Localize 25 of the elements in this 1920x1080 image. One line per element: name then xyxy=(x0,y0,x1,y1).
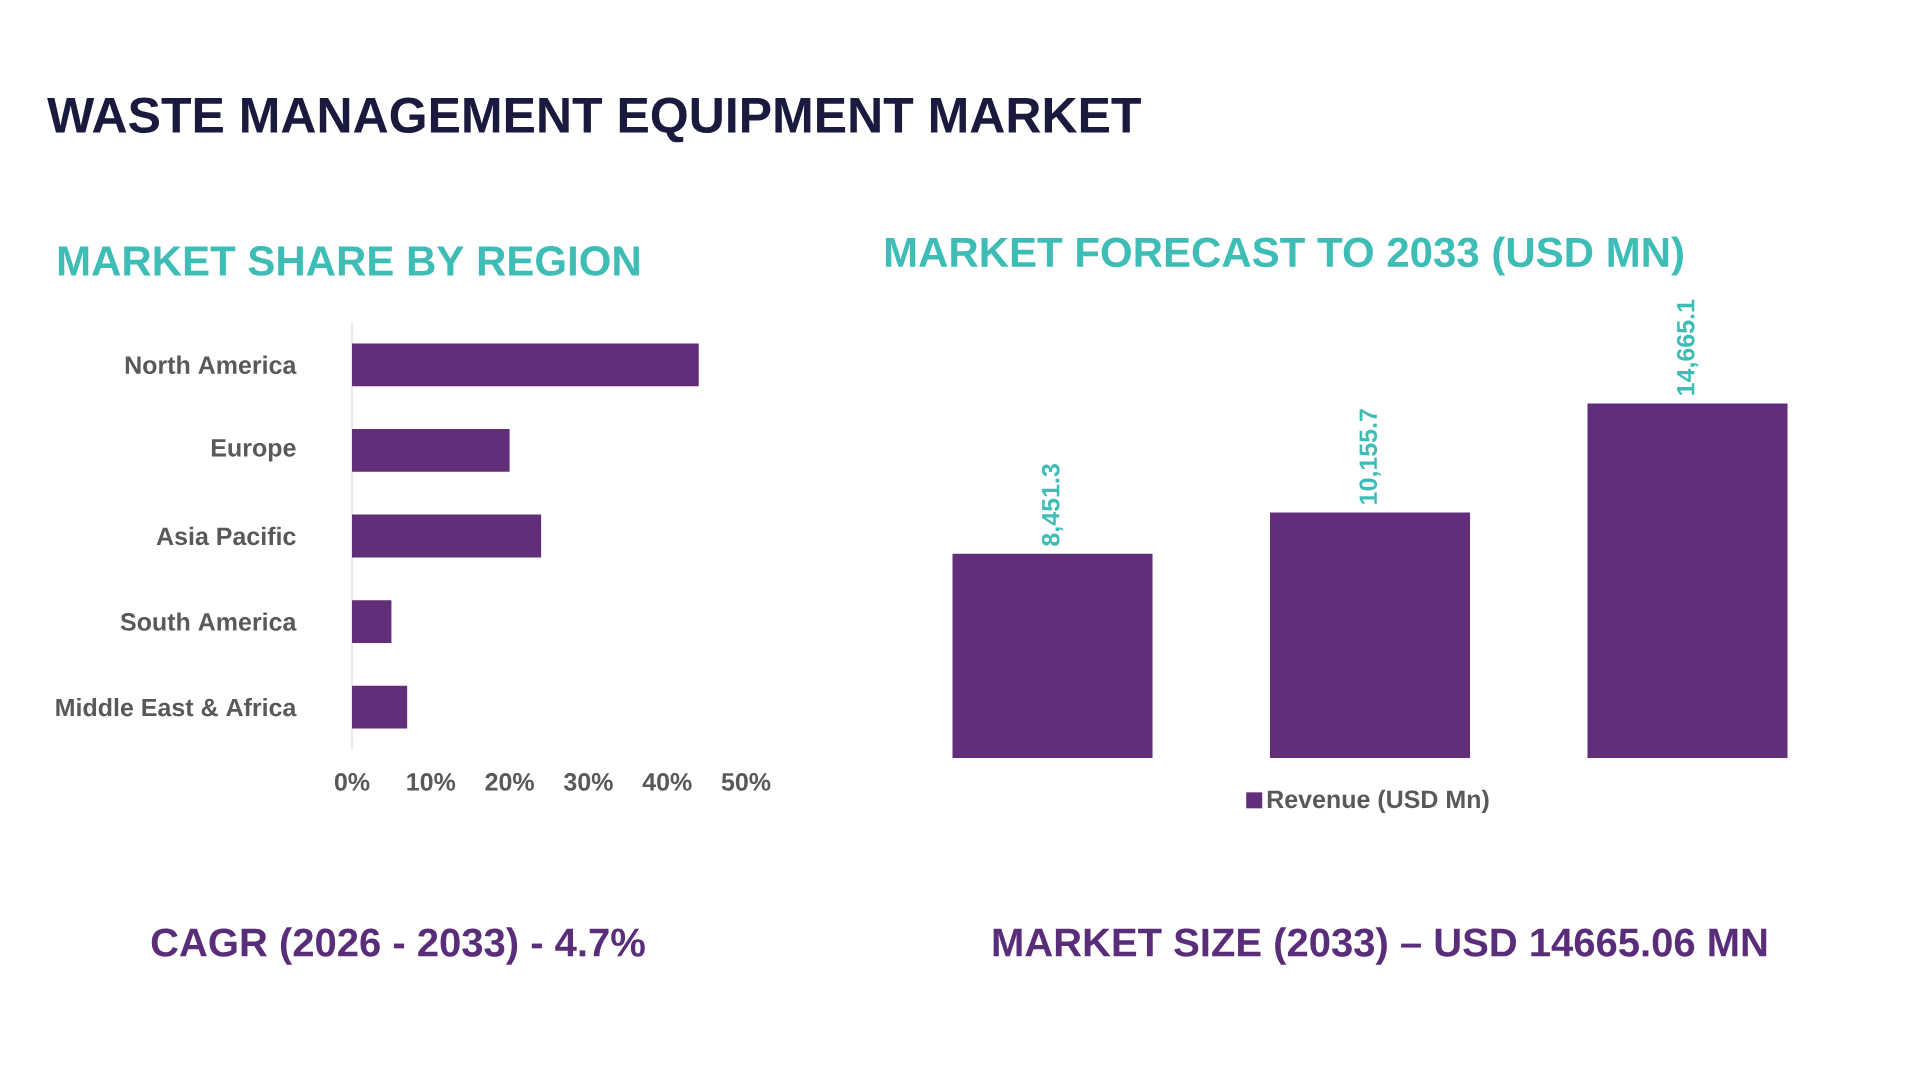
x-tick-label: 40% xyxy=(642,773,692,791)
x-tick-label: 20% xyxy=(485,773,534,791)
legend-label: Revenue (USD Mn) xyxy=(1267,789,1489,814)
chart-title: MARKET FORECAST TO 2033 (USD MN) xyxy=(885,236,1683,276)
data-label: 8,451.3 xyxy=(1041,464,1064,546)
y-tick-label: Asia Pacific xyxy=(156,526,296,546)
chart-title: MARKET SHARE BY REGION xyxy=(58,246,639,276)
x-tick-label: 30% xyxy=(563,773,613,791)
bar xyxy=(352,514,542,558)
y-tick-label: Europe xyxy=(211,439,296,462)
x-tick-label: 50% xyxy=(721,773,771,791)
text: CAGR (2026 - 2033) - 4.7% xyxy=(151,927,645,965)
y-tick-label: Middle East & Africa xyxy=(56,697,297,717)
bar xyxy=(352,343,699,387)
data-label: 14,665.1 xyxy=(1676,299,1699,395)
bar xyxy=(352,600,392,643)
bar xyxy=(352,428,510,472)
text: MARKET SIZE (2033) – USD 14665.06 MN xyxy=(993,927,1767,965)
y-tick-label: South America xyxy=(120,612,297,631)
x-tick-label: 10% xyxy=(407,773,456,791)
x-tick-label: 0% xyxy=(334,773,370,791)
data-label: 10,155.7 xyxy=(1359,409,1381,504)
y-tick-label: North America xyxy=(125,355,297,374)
text: WASTE MANAGEMENT EQUIPMENT MARKET xyxy=(47,97,1141,143)
bar xyxy=(352,685,408,729)
